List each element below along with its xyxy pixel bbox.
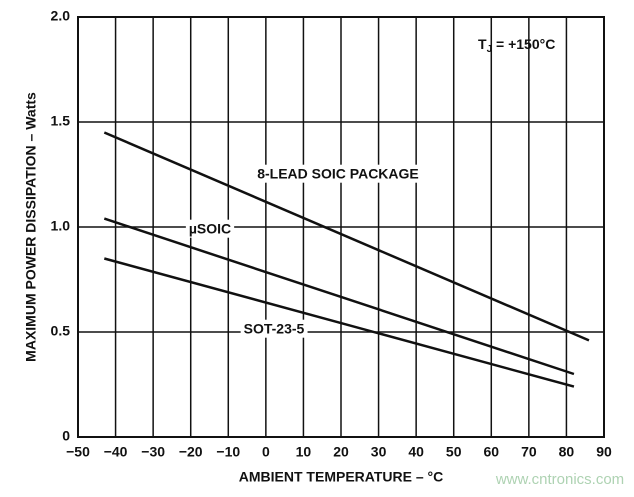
plot-frame (77, 16, 605, 438)
x-tick-label: 80 (559, 444, 575, 460)
x-tick-label: 90 (596, 444, 612, 460)
series-line (103, 257, 575, 388)
label-background (185, 219, 235, 238)
x-tick-label: −20 (179, 444, 203, 460)
x-tick-label: 60 (483, 444, 499, 460)
x-tick-label: 30 (371, 444, 387, 460)
x-tick-label: −10 (216, 444, 240, 460)
x-tick-label: 70 (521, 444, 537, 460)
series-line (103, 131, 590, 342)
label-background (254, 164, 422, 183)
x-tick-label: −30 (141, 444, 165, 460)
series-label: µSOIC (189, 221, 231, 237)
watermark: www.cntronics.com (495, 471, 624, 488)
annotation-rest: = +150°C (492, 36, 555, 52)
y-axis-title: MAXIMUM POWER DISSIPATION – Watts (23, 92, 39, 362)
y-tick-label: 1.5 (51, 113, 71, 129)
x-tick-label: −50 (66, 444, 90, 460)
x-tick-label: 0 (262, 444, 270, 460)
annotation-main: T (478, 36, 487, 52)
series-label: SOT-23-5 (244, 321, 305, 337)
annotation-sub: J (487, 44, 493, 55)
annotation: TJ = +150°C (478, 36, 555, 55)
y-tick-label: 1.0 (51, 218, 71, 234)
x-axis-title: AMBIENT TEMPERATURE – °C (239, 469, 443, 485)
x-tick-label: 10 (296, 444, 312, 460)
series-label: 8-LEAD SOIC PACKAGE (257, 166, 419, 182)
x-tick-label: 40 (408, 444, 424, 460)
y-tick-label: 0 (62, 428, 70, 444)
label-background (240, 319, 308, 338)
x-tick-label: 20 (333, 444, 349, 460)
series-line (103, 217, 575, 376)
y-tick-label: 2.0 (51, 8, 71, 24)
y-tick-label: 0.5 (51, 323, 71, 339)
x-tick-label: 50 (446, 444, 462, 460)
x-tick-label: −40 (104, 444, 128, 460)
